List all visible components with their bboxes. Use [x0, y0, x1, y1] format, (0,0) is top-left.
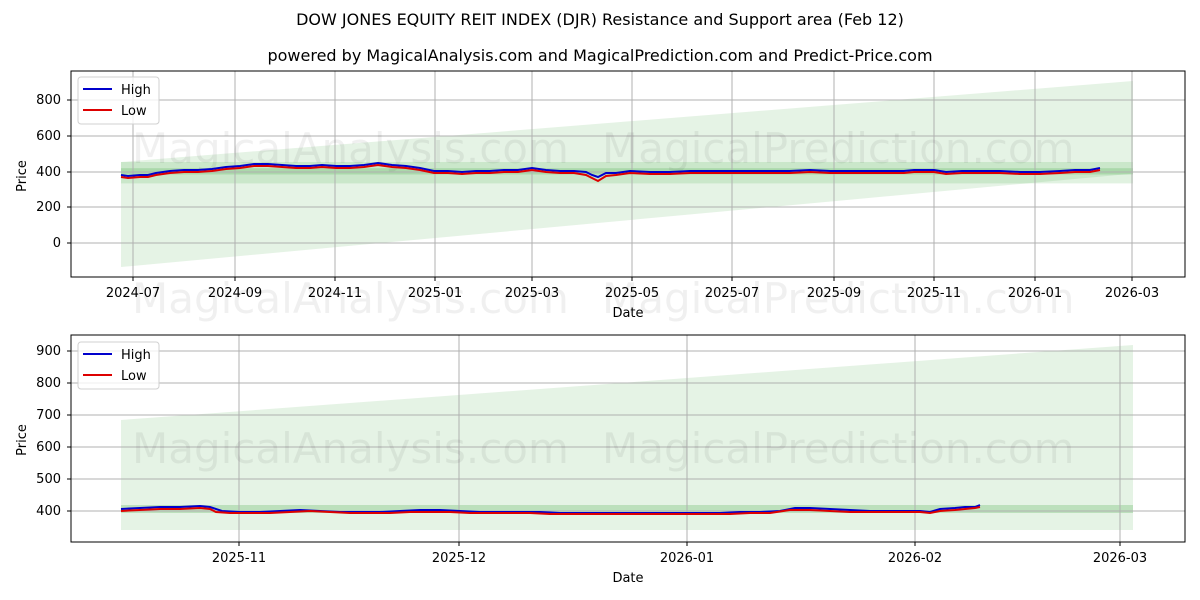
watermark-prediction-2: MagicalPrediction.com [602, 274, 1075, 323]
top-high-line [120, 161, 1101, 179]
svg-text:2026-03: 2026-03 [1105, 286, 1159, 301]
svg-text:2025-12: 2025-12 [432, 551, 486, 566]
legend-high-label: High [121, 348, 151, 363]
bottom-resistance-zone [121, 505, 1133, 513]
chart-subtitle: powered by MagicalAnalysis.com and Magic… [267, 46, 933, 65]
bottom-low-line [120, 506, 981, 515]
watermark-prediction-3: MagicalPrediction.com [602, 424, 1075, 473]
top-low-line [120, 163, 1101, 183]
watermark-analysis-3: MagicalAnalysis.com [132, 424, 569, 473]
svg-text:400: 400 [36, 165, 61, 180]
svg-text:2024-07: 2024-07 [106, 286, 160, 301]
svg-text:800: 800 [36, 93, 61, 108]
svg-text:2026-01: 2026-01 [1008, 286, 1062, 301]
top-chart: MagicalAnalysis.com MagicalPrediction.co… [15, 70, 1186, 323]
chart-title: DOW JONES EQUITY REIT INDEX (DJR) Resist… [296, 10, 904, 29]
svg-text:600: 600 [36, 440, 61, 455]
top-x-axis-label: Date [612, 306, 643, 321]
bottom-y-tick-marks [67, 350, 71, 512]
top-y-ticks: 0 200 400 600 800 [36, 93, 61, 251]
svg-text:800: 800 [36, 376, 61, 391]
bottom-legend: High Low [77, 341, 160, 390]
bottom-axes-frame [70, 334, 1186, 543]
top-x-tick-marks [132, 277, 1133, 281]
svg-text:2025-07: 2025-07 [705, 286, 759, 301]
svg-text:900: 900 [36, 344, 61, 359]
bottom-wide-band [121, 345, 1133, 530]
svg-text:2025-05: 2025-05 [605, 286, 659, 301]
legend-high-label: High [121, 83, 151, 98]
svg-text:2026-03: 2026-03 [1093, 551, 1147, 566]
legend-low-label: Low [121, 369, 147, 384]
svg-text:500: 500 [36, 472, 61, 487]
svg-text:700: 700 [36, 408, 61, 423]
bottom-x-axis-label: Date [612, 571, 643, 586]
top-y-axis-label: Price [15, 160, 30, 192]
svg-text:200: 200 [36, 200, 61, 215]
svg-text:600: 600 [36, 129, 61, 144]
svg-text:400: 400 [36, 504, 61, 519]
top-y-tick-marks [67, 99, 71, 244]
svg-text:0: 0 [53, 236, 61, 251]
bottom-x-tick-marks [238, 542, 1121, 546]
svg-text:2026-01: 2026-01 [660, 551, 714, 566]
top-legend: High Low [77, 76, 160, 125]
svg-text:2024-09: 2024-09 [208, 286, 262, 301]
svg-text:2025-11: 2025-11 [212, 551, 266, 566]
svg-text:2025-11: 2025-11 [907, 286, 961, 301]
watermark-prediction: MagicalPrediction.com [602, 124, 1075, 173]
bottom-y-ticks: 400 500 600 700 800 900 [36, 344, 61, 519]
bottom-chart: MagicalAnalysis.com MagicalPrediction.co… [15, 334, 1186, 586]
top-axes-frame [70, 70, 1186, 278]
bottom-y-axis-label: Price [15, 424, 30, 456]
svg-text:2025-03: 2025-03 [505, 286, 559, 301]
bottom-grid [71, 335, 1185, 542]
watermark-analysis-2: MagicalAnalysis.com [132, 274, 569, 323]
top-x-ticks: 2024-07 2024-09 2024-11 2025-01 2025-03 … [106, 286, 1159, 301]
svg-text:2025-09: 2025-09 [807, 286, 861, 301]
svg-text:2025-01: 2025-01 [408, 286, 462, 301]
legend-low-label: Low [121, 104, 147, 119]
bottom-x-ticks: 2025-11 2025-12 2026-01 2026-02 2026-03 [212, 551, 1147, 566]
svg-text:2026-02: 2026-02 [888, 551, 942, 566]
watermark-analysis: MagicalAnalysis.com [132, 124, 569, 173]
svg-text:2024-11: 2024-11 [308, 286, 362, 301]
